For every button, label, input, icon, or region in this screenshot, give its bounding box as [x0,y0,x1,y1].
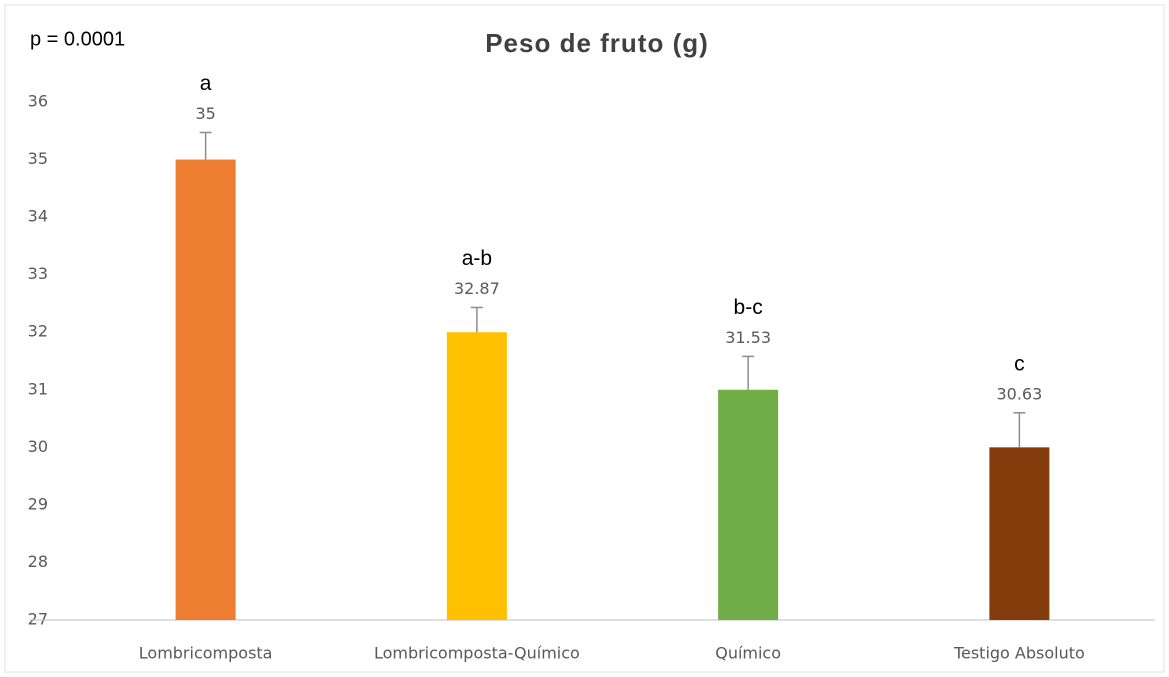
group-label: b-c [734,296,763,319]
x-tick-label: Testigo Absoluto [953,644,1085,663]
data-label: 32.87 [454,279,500,298]
p-value: p = 0.0001 [30,28,125,50]
y-tick-label: 35 [28,149,48,168]
group-label: a-b [462,247,492,270]
y-tick-label: 27 [28,610,48,629]
chart-border [4,4,1165,673]
data-label: 30.63 [996,384,1042,403]
x-tick-label: Lombricomposta-Químico [374,644,580,663]
bar [989,447,1050,620]
data-label: 31.53 [725,328,771,347]
bar [718,389,779,620]
bar [175,159,236,621]
y-tick-label: 29 [28,494,48,513]
x-tick-label: Lombricomposta [139,644,273,663]
y-tick-label: 34 [28,207,48,226]
y-tick-label: 28 [28,552,48,571]
group-label: a [200,72,212,95]
group-label: c [1014,352,1025,375]
y-tick-label: 36 [28,92,48,111]
bar [446,332,507,620]
y-tick-label: 32 [28,322,48,341]
data-label: 35 [195,104,215,123]
y-tick-label: 31 [28,379,48,398]
chart-title: Peso de fruto (g) [485,28,709,58]
y-tick-label: 33 [28,264,48,283]
y-tick-label: 30 [28,437,48,456]
x-tick-label: Químico [715,644,781,663]
